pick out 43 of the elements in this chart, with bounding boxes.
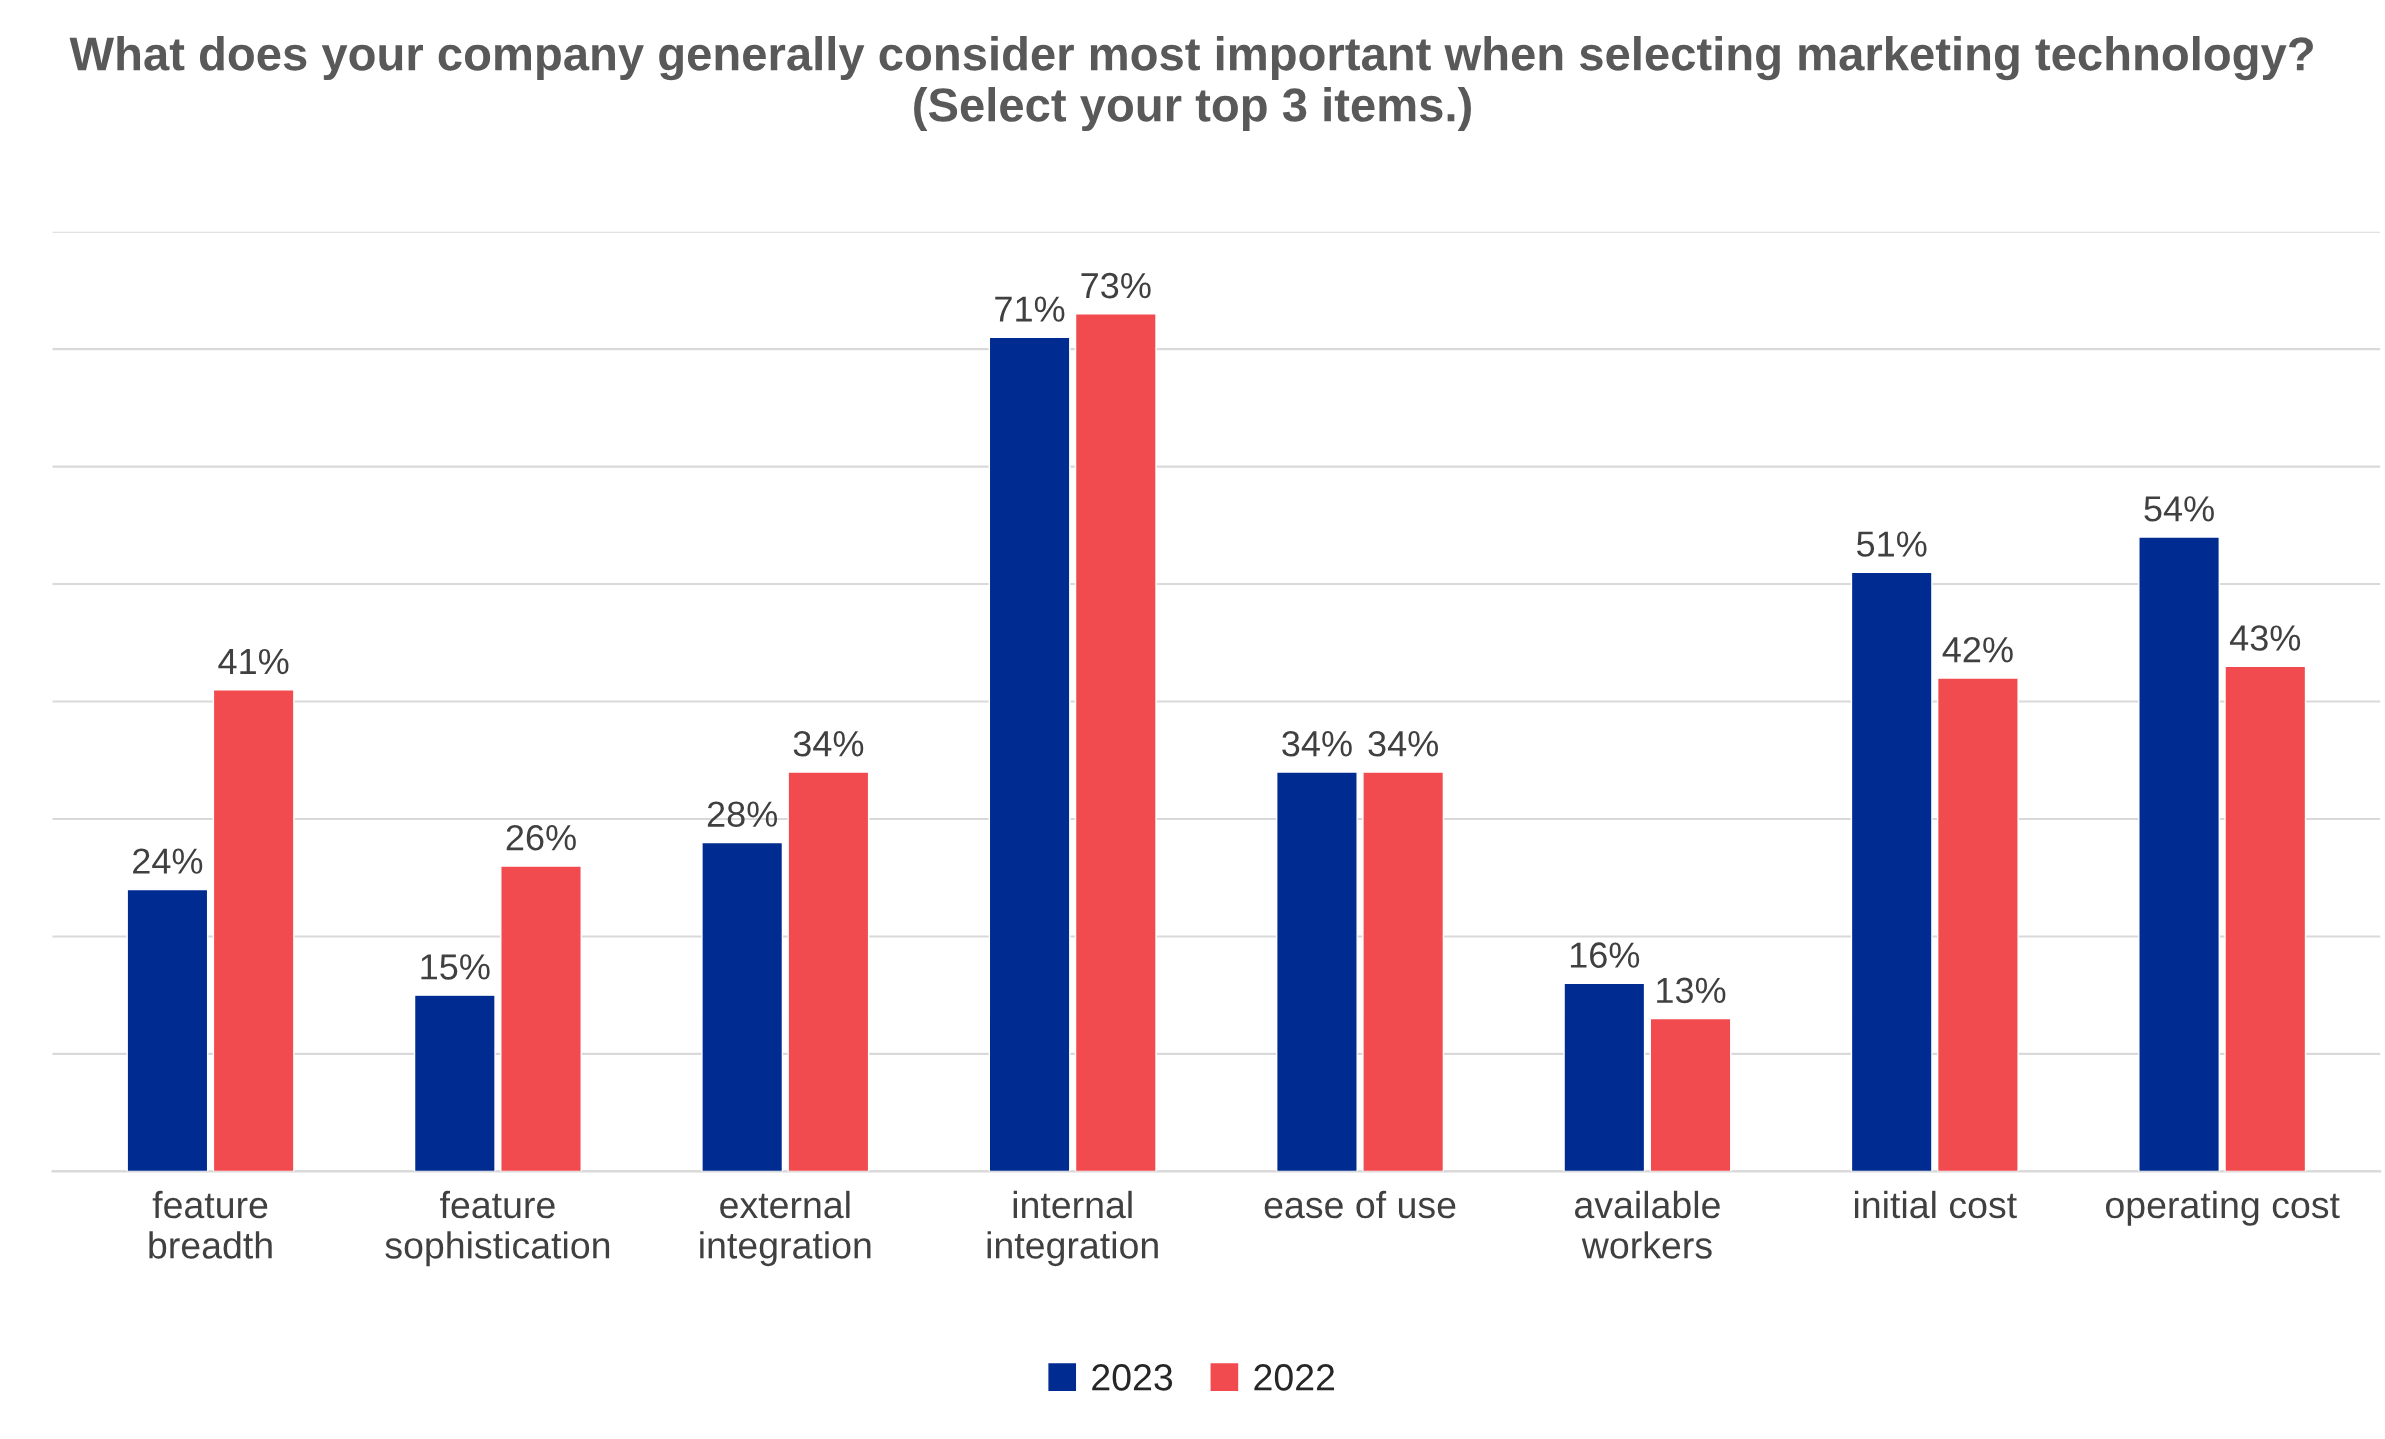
- data-label: 73%: [1081, 272, 1151, 299]
- bar: [1649, 1017, 1732, 1172]
- legend-label: 2023: [1092, 1364, 1173, 1391]
- bar: [787, 771, 870, 1172]
- bar: [1563, 982, 1646, 1172]
- data-label: 54%: [2144, 496, 2214, 522]
- chart-title: What does your company generally consider most important when selecting marketing technology? (Select your top 3 items.): [69, 35, 2313, 132]
- legend-label: 2022: [1254, 1364, 1335, 1391]
- x-tick-label: internal integration: [987, 1190, 1158, 1267]
- data-label: 42%: [1942, 636, 2013, 663]
- data-label: 24%: [133, 848, 203, 874]
- data-label: 71%: [995, 296, 1065, 322]
- bar: [2224, 665, 2307, 1172]
- data-label: 34%: [1282, 730, 1352, 757]
- x-tick-label: initial cost: [1854, 1190, 2017, 1219]
- data-label: 15%: [421, 954, 490, 980]
- bar: [1850, 571, 1933, 1172]
- bar: [988, 336, 1071, 1172]
- data-label: 41%: [218, 648, 289, 675]
- bar: [701, 841, 784, 1172]
- bar: [1362, 771, 1445, 1172]
- x-tick-label: feature breadth: [149, 1190, 272, 1259]
- x-tick-label: external integration: [700, 1190, 871, 1267]
- data-label: 51%: [1857, 531, 1927, 557]
- data-label: 28%: [707, 801, 778, 827]
- bar: [212, 689, 295, 1172]
- x-tick-label: feature sophistication: [385, 1190, 610, 1267]
- x-tick-label: ease of use: [1264, 1190, 1456, 1219]
- x-tick-label: operating cost: [2105, 1190, 2340, 1226]
- data-label: 43%: [2229, 625, 2301, 651]
- data-label: 16%: [1570, 942, 1640, 968]
- bar: [1936, 677, 2019, 1172]
- bar: [126, 888, 209, 1172]
- data-label: 34%: [793, 730, 864, 757]
- data-label: 13%: [1657, 977, 1726, 1004]
- bar: [1276, 771, 1358, 1172]
- bar: [1074, 313, 1157, 1172]
- bar: [2138, 536, 2220, 1172]
- bar: [500, 865, 582, 1172]
- data-label: 26%: [506, 824, 576, 851]
- bar: [413, 994, 496, 1172]
- data-label: 34%: [1368, 730, 1438, 757]
- x-tick-label: available workers: [1575, 1190, 1720, 1259]
